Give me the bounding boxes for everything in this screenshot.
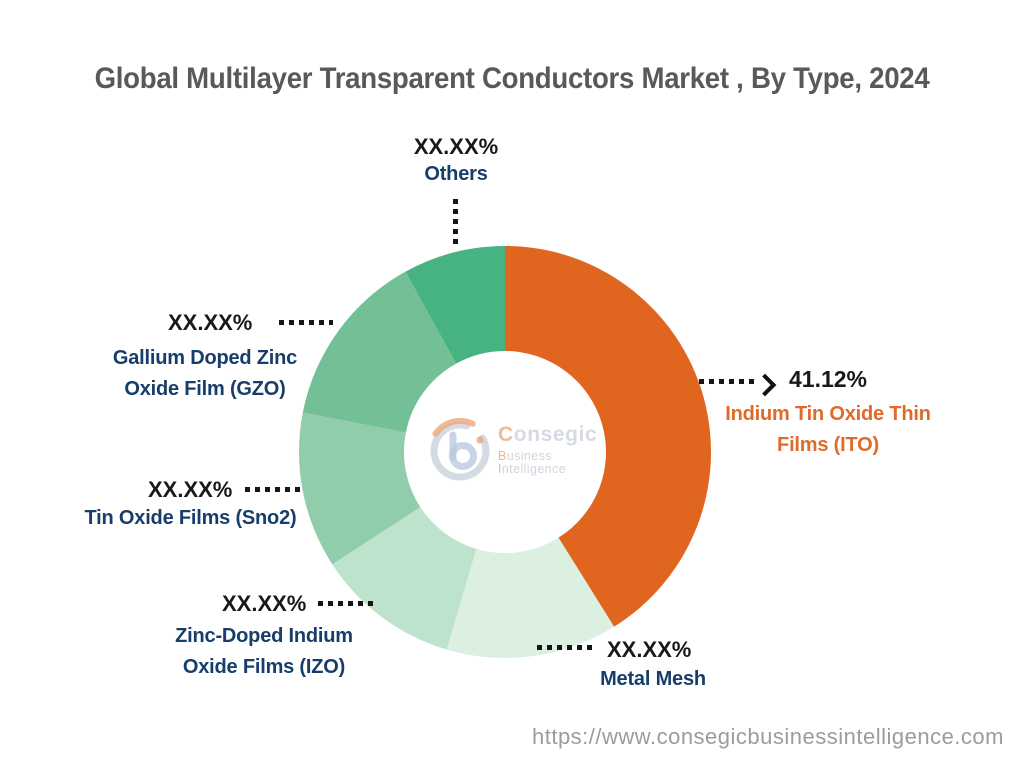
- ito-value: 41.12%: [789, 366, 868, 392]
- connector-others: [453, 199, 458, 245]
- connector-gzo: [279, 320, 333, 325]
- donut-segment-others[interactable]: [405, 246, 505, 364]
- consegic-logo: Consegic Business Intelligence: [428, 411, 613, 487]
- metal-mesh-label: Metal Mesh: [600, 668, 706, 690]
- gzo-label: Gallium Doped Zinc Oxide Film (GZO): [90, 343, 320, 405]
- gzo-label-line1: Gallium Doped Zinc: [112, 347, 298, 369]
- gzo-value: XX.XX%: [168, 310, 253, 335]
- sno2-value: XX.XX%: [148, 477, 233, 502]
- izo-label-line1: Zinc-Doped Indium: [175, 625, 353, 647]
- others-label: Others: [424, 163, 488, 185]
- donut-chart: [299, 246, 712, 659]
- izo-label: Zinc-Doped Indium Oxide Films (IZO): [150, 621, 378, 683]
- logo-tagline: Business Intelligence: [498, 449, 567, 476]
- callout-others: XX.XX% Others: [390, 134, 522, 186]
- izo-label-line2: Oxide Films (IZO): [182, 656, 346, 678]
- chart-title: Global Multilayer Transparent Conductors…: [94, 62, 930, 95]
- logo-text: Consegic Business Intelligence: [498, 424, 613, 475]
- donut-segment-zinc-doped-indium-oxide-films-izo[interactable]: [332, 507, 477, 650]
- arrow-right-icon: [753, 373, 777, 397]
- metal-mesh-value: XX.XX%: [607, 637, 692, 662]
- connector-ito: [699, 379, 756, 384]
- connector-izo: [318, 601, 374, 606]
- connector-sno2: [245, 487, 301, 492]
- gzo-label-line2: Oxide Film (GZO): [124, 378, 286, 400]
- donut-segment-metal-mesh[interactable]: [446, 537, 615, 659]
- logo-brand-initial: C: [498, 423, 514, 446]
- sno2-label: Tin Oxide Films (Sno2): [84, 507, 297, 529]
- donut-segment-indium-tin-oxide-thin-films-ito[interactable]: [505, 246, 712, 627]
- logo-brand-text: Consegic: [498, 424, 613, 445]
- footer-url[interactable]: https://www.consegicbusinessintelligence…: [531, 724, 1004, 749]
- izo-value: XX.XX%: [222, 591, 307, 616]
- ito-label: Indium Tin Oxide Thin Films (ITO): [712, 399, 944, 461]
- donut-segment-gallium-doped-zinc-oxide-film-gzo[interactable]: [302, 271, 457, 433]
- others-value: XX.XX%: [413, 134, 499, 159]
- ito-label-line2: Films (ITO): [777, 434, 879, 456]
- consegic-logo-icon: [430, 417, 490, 481]
- logo-brand-rest: onsegic: [513, 423, 598, 446]
- donut-segment-tin-oxide-films-sno2[interactable]: [299, 412, 421, 565]
- connector-metal-mesh: [537, 645, 595, 650]
- ito-label-line1: Indium Tin Oxide Thin: [725, 403, 931, 425]
